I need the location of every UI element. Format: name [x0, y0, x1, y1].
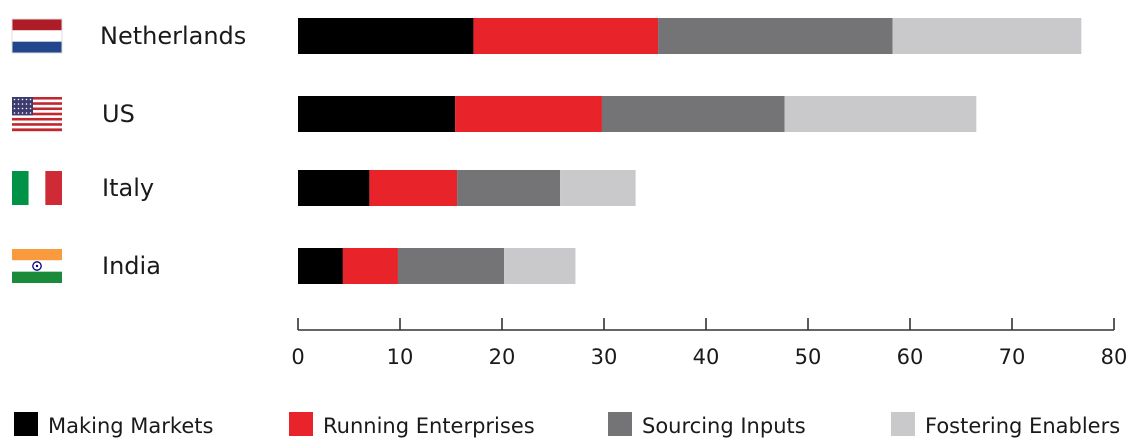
italy-flag-icon [12, 171, 62, 205]
bar-india-fostering-enablers [504, 248, 576, 284]
legend-label: Fostering Enablers [925, 414, 1120, 438]
country-label-italy: Italy [102, 174, 154, 202]
flags-group [11, 18, 63, 283]
legend-swatch [289, 412, 313, 436]
x-tick-label: 80 [1101, 345, 1128, 369]
bar-netherlands-sourcing-inputs [658, 18, 893, 54]
x-tick-label: 0 [291, 345, 304, 369]
legend-swatch [14, 412, 38, 436]
bar-italy-sourcing-inputs [457, 170, 561, 206]
x-tick-label: 60 [897, 345, 924, 369]
bar-us-fostering-enablers [784, 96, 977, 132]
country-labels-group: Netherlands US Italy India [100, 22, 246, 280]
x-axis: 0 10 20 30 40 50 60 70 80 [291, 318, 1127, 369]
bar-india-making-markets [298, 248, 343, 284]
bar-india-sourcing-inputs [397, 248, 505, 284]
legend-item-fostering-enablers: Fostering Enablers [891, 412, 1120, 438]
netherlands-flag-icon [11, 18, 63, 54]
bars-group [298, 18, 1082, 284]
x-tick-label: 70 [999, 345, 1026, 369]
legend: Making Markets Running Enterprises Sourcin… [14, 412, 1120, 438]
bar-netherlands-fostering-enablers [892, 18, 1082, 54]
legend-label: Making Markets [48, 414, 213, 438]
x-tick-label: 40 [693, 345, 720, 369]
legend-item-running-enterprises: Running Enterprises [289, 412, 535, 438]
legend-swatch [608, 412, 632, 436]
bar-italy-making-markets [298, 170, 370, 206]
country-label-us: US [102, 100, 135, 128]
bar-netherlands-making-markets [298, 18, 474, 54]
bar-us-making-markets [298, 96, 456, 132]
bar-netherlands-running-enterprises [473, 18, 659, 54]
x-tick-label: 20 [489, 345, 516, 369]
legend-label: Running Enterprises [323, 414, 535, 438]
bar-us-running-enterprises [455, 96, 602, 132]
country-label-india: India [102, 252, 161, 280]
legend-label: Sourcing Inputs [642, 414, 806, 438]
bar-italy-fostering-enablers [560, 170, 636, 206]
bar-us-sourcing-inputs [601, 96, 785, 132]
legend-item-making-markets: Making Markets [14, 412, 213, 438]
legend-item-sourcing-inputs: Sourcing Inputs [608, 412, 806, 438]
x-tick-label: 30 [591, 345, 618, 369]
x-tick-label: 50 [795, 345, 822, 369]
legend-swatch [891, 412, 915, 436]
country-label-netherlands: Netherlands [100, 22, 246, 50]
bar-italy-running-enterprises [369, 170, 458, 206]
x-tick-label: 10 [387, 345, 414, 369]
us-flag-icon [12, 97, 62, 132]
india-flag-icon [12, 249, 62, 283]
bar-india-running-enterprises [342, 248, 398, 284]
